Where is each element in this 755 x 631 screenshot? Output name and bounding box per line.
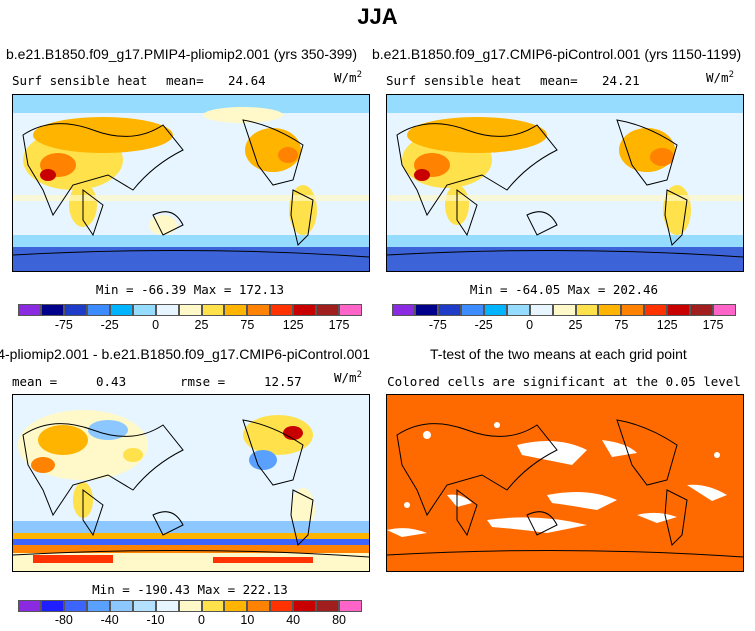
bottom-left-colorbar [18, 600, 363, 612]
top-left-colorbar-swatch [293, 304, 317, 316]
bottom-left-minmax: Min = -190.43 Max = 222.13 [92, 582, 288, 597]
top-left-map [12, 94, 370, 272]
top-left-colorbar-tick-label: 175 [328, 318, 350, 332]
top-right-mean-label: mean= [540, 73, 578, 88]
top-left-units: W/m2 [334, 70, 362, 86]
top-left-case-title: b.e21.B1850.f09_g17.PMIP4-pliomip2.001 (… [6, 46, 357, 62]
top-left-colorbar-swatch [63, 304, 87, 316]
bottom-left-mean-value: 0.43 [96, 374, 127, 389]
bottom-left-colorbar-swatch [178, 600, 202, 612]
top-right-colorbar-swatch [598, 304, 622, 316]
bottom-left-colorbar-swatch [293, 600, 317, 612]
bottom-left-colorbar-swatch [132, 600, 156, 612]
top-right-map [386, 94, 744, 272]
top-right-units: W/m2 [706, 70, 734, 86]
page-title: JJA [357, 4, 398, 29]
top-right-colorbar-swatch [414, 304, 438, 316]
bottom-left-colorbar-tick-label: 0 [197, 613, 205, 627]
top-left-colorbar-ticks: -75 -25 0 25 75 125 175 [18, 318, 362, 334]
top-right-colorbar-swatch [667, 304, 691, 316]
top-left-colorbar-swatch [155, 304, 179, 316]
top-right-case-title: b.e21.B1850.f09_g17.CMIP6-piControl.001 … [372, 46, 742, 62]
top-right-colorbar-swatch [529, 304, 553, 316]
top-right-colorbar-tick-label: -75 [428, 318, 447, 332]
bottom-left-rmse-label: rmse = [180, 374, 226, 389]
top-right-colorbar [392, 304, 737, 316]
top-left-colorbar-swatch [109, 304, 133, 316]
top-left-colorbar-tick-label: 25 [194, 318, 209, 332]
top-right-colorbar-swatch [575, 304, 599, 316]
top-right-colorbar-swatch [690, 304, 714, 316]
top-left-colorbar-tick-label: -75 [54, 318, 73, 332]
top-right-colorbar-tick-label: 0 [526, 318, 534, 332]
top-right-colorbar-swatch [506, 304, 530, 316]
top-left-colorbar-tick-label: 0 [152, 318, 160, 332]
top-right-colorbar-swatch [483, 304, 507, 316]
top-left-colorbar-tick-label: -25 [100, 318, 119, 332]
bottom-right-map [386, 394, 744, 572]
top-right-colorbar-swatch [713, 304, 737, 316]
top-left-colorbar-swatch [132, 304, 156, 316]
bottom-left-colorbar-tick-label: -80 [54, 613, 73, 627]
bottom-left-colorbar-swatch [63, 600, 87, 612]
top-left-variable: Surf sensible heat [12, 73, 148, 88]
top-right-colorbar-ticks: -75 -25 0 25 75 125 175 [392, 318, 736, 334]
bottom-right-title: T-test of the two means at each grid poi… [430, 346, 687, 362]
top-right-colorbar-tick-label: 125 [656, 318, 678, 332]
top-left-colorbar-swatch [178, 304, 202, 316]
top-right-colorbar-tick-label: 75 [614, 318, 629, 332]
top-left-colorbar-swatch [18, 304, 41, 316]
bottom-left-mean-label: mean = [12, 374, 58, 389]
bottom-left-colorbar-swatch [86, 600, 110, 612]
top-right-mean-value: 24.21 [602, 73, 640, 88]
bottom-left-colorbar-swatch [40, 600, 64, 612]
bottom-left-colorbar-swatch [155, 600, 179, 612]
bottom-left-colorbar-swatch [247, 600, 271, 612]
bottom-left-colorbar-tick-label: 10 [240, 613, 255, 627]
top-left-colorbar-swatch [316, 304, 340, 316]
top-left-mean-label: mean= [166, 73, 204, 88]
bottom-left-colorbar-swatch [109, 600, 133, 612]
top-right-colorbar-tick-label: 25 [568, 318, 583, 332]
top-left-colorbar-swatch [247, 304, 271, 316]
top-right-variable: Surf sensible heat [386, 73, 522, 88]
top-left-colorbar-swatch [86, 304, 110, 316]
bottom-left-colorbar-tick-label: -40 [100, 613, 119, 627]
top-right-colorbar-swatch [621, 304, 645, 316]
top-left-colorbar-swatch [339, 304, 363, 316]
top-right-colorbar-tick-label: 175 [702, 318, 724, 332]
top-right-colorbar-swatch [437, 304, 461, 316]
bottom-left-colorbar-swatch [224, 600, 248, 612]
bottom-left-rmse-value: 12.57 [264, 374, 302, 389]
bottom-right-subtitle: Colored cells are significant at the 0.0… [387, 374, 741, 389]
top-left-colorbar-swatch [201, 304, 225, 316]
bottom-left-colorbar-swatch [316, 600, 340, 612]
top-left-colorbar-tick-label: 75 [240, 318, 255, 332]
bottom-left-colorbar-swatch [18, 600, 41, 612]
top-left-colorbar-tick-label: 125 [282, 318, 304, 332]
top-left-minmax: Min = -66.39 Max = 172.13 [95, 282, 285, 297]
top-right-colorbar-swatch [392, 304, 415, 316]
bottom-left-diff-title: b.e21.B1850.f09_g17.PMIP4-pliomip2.001 -… [0, 346, 370, 362]
top-left-colorbar [18, 304, 363, 316]
bottom-left-map [12, 394, 370, 572]
top-right-colorbar-tick-label: -25 [474, 318, 493, 332]
bottom-left-colorbar-ticks: -80 -40 -10 0 10 40 80 [18, 613, 362, 629]
top-right-minmax: Min = -64.05 Max = 202.46 [469, 282, 659, 297]
bottom-left-colorbar-swatch [201, 600, 225, 612]
bottom-left-colorbar-tick-label: -10 [146, 613, 165, 627]
top-left-colorbar-swatch [224, 304, 248, 316]
top-left-mean-value: 24.64 [228, 73, 266, 88]
bottom-left-colorbar-swatch [270, 600, 294, 612]
top-right-colorbar-swatch [460, 304, 484, 316]
top-left-colorbar-swatch [40, 304, 64, 316]
top-left-colorbar-swatch [270, 304, 294, 316]
bottom-left-colorbar-tick-label: 40 [286, 613, 301, 627]
bottom-left-colorbar-swatch [339, 600, 363, 612]
top-right-colorbar-swatch [644, 304, 668, 316]
top-right-colorbar-swatch [552, 304, 576, 316]
bottom-left-colorbar-tick-label: 80 [332, 613, 347, 627]
bottom-left-units: W/m2 [334, 370, 362, 386]
